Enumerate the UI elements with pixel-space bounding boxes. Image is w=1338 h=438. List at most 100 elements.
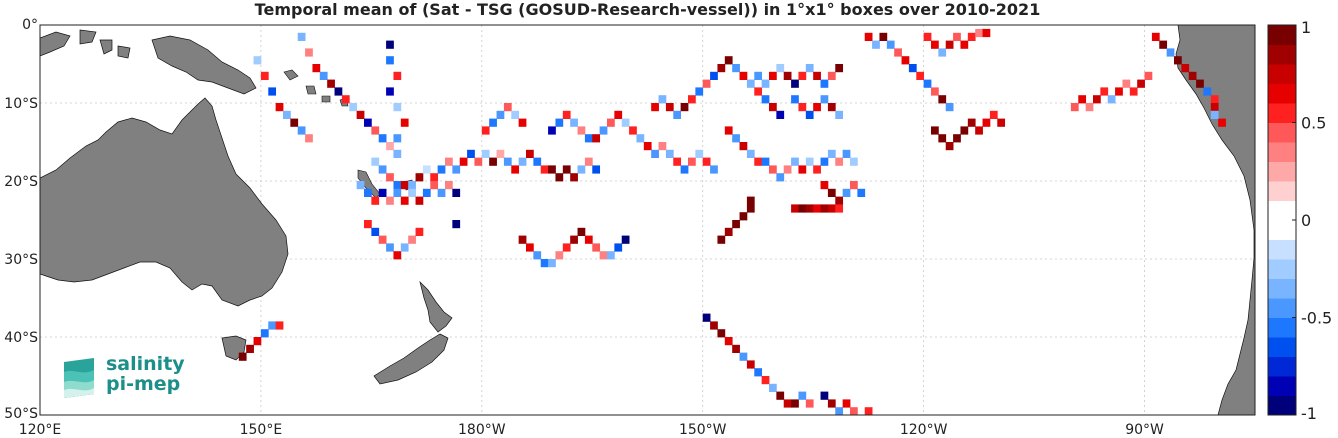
data-cell [769, 383, 777, 392]
data-cell [238, 352, 247, 361]
data-cell [378, 165, 387, 174]
data-cell [341, 95, 350, 104]
data-cell [467, 149, 475, 158]
data-cell [1144, 71, 1153, 80]
data-cell [408, 181, 416, 190]
data-cell [805, 399, 814, 408]
data-cell [584, 157, 593, 166]
y-tick-label: 20°S [4, 174, 38, 190]
data-cell [820, 181, 829, 190]
data-cell [445, 181, 453, 190]
data-cell [967, 118, 976, 127]
data-cell [695, 149, 704, 158]
colorbar-segment [1268, 142, 1296, 162]
data-cell [739, 142, 748, 151]
data-cell [805, 204, 814, 213]
data-cell [835, 196, 844, 205]
data-cell [864, 407, 873, 415]
data-cell [614, 243, 623, 252]
data-cell [555, 173, 564, 182]
data-cell [555, 251, 564, 260]
data-cell [688, 157, 696, 166]
data-cell [629, 126, 637, 135]
data-cell [746, 360, 755, 369]
data-cell [305, 48, 313, 57]
data-cell [496, 110, 505, 119]
data-cell [393, 134, 402, 143]
data-cell [945, 103, 954, 112]
data-cell [680, 165, 689, 174]
data-cell [805, 64, 814, 73]
data-cell [702, 313, 711, 322]
data-cell [945, 142, 954, 151]
data-cell [931, 40, 939, 49]
data-cell [739, 212, 748, 221]
data-cell [717, 235, 726, 244]
data-cell [651, 103, 659, 112]
colorbar-segment [1268, 200, 1296, 221]
colorbar-segment [1268, 239, 1296, 260]
data-cell [857, 188, 866, 197]
data-cell [430, 173, 439, 182]
data-cell [673, 110, 682, 119]
data-cell [1203, 87, 1212, 96]
data-cell [481, 126, 490, 135]
data-cell [526, 149, 534, 158]
data-cell [1078, 95, 1087, 104]
data-cell [798, 71, 807, 80]
data-cell [577, 227, 586, 236]
x-tick-label: 120°E [19, 422, 62, 438]
data-cell [938, 95, 947, 104]
data-cell [1174, 56, 1182, 65]
data-cell [378, 134, 387, 143]
data-cell [356, 181, 365, 190]
data-cell [526, 243, 534, 252]
data-cell [562, 243, 571, 252]
data-cell [371, 196, 380, 205]
data-cell [931, 126, 939, 135]
data-cell [437, 165, 446, 174]
data-cell [570, 173, 578, 182]
data-cell [842, 399, 851, 408]
data-cell [548, 126, 556, 135]
data-cell [592, 243, 601, 252]
data-cell [1115, 87, 1123, 96]
data-cell [746, 204, 755, 213]
data-cell [945, 40, 954, 49]
data-cell [562, 165, 571, 174]
data-cell [386, 173, 394, 182]
data-cell [776, 173, 785, 182]
data-cell [1070, 103, 1079, 112]
data-cell [334, 87, 343, 96]
data-cell [570, 235, 578, 244]
data-cell [776, 391, 785, 400]
data-cell [503, 157, 512, 166]
data-cell [400, 118, 409, 127]
data-cell [710, 71, 718, 80]
data-cell [1137, 79, 1145, 88]
data-cell [415, 196, 424, 205]
data-cell [496, 149, 505, 158]
x-tick-label: 90°W [1125, 422, 1164, 438]
data-cell [835, 204, 844, 213]
colorbar-segment [1268, 122, 1296, 143]
data-cell [658, 142, 667, 151]
data-cell [364, 220, 372, 229]
data-cell [356, 110, 365, 119]
data-cell [503, 103, 512, 112]
data-cell [422, 165, 431, 174]
data-cell [275, 103, 284, 112]
data-cell [702, 79, 711, 88]
data-cell [702, 157, 711, 166]
data-cell [290, 118, 299, 127]
data-cell [305, 134, 313, 143]
x-axis-ticks: 120°E 150°E 180°W 150°W 120°W 90°W [19, 422, 1164, 438]
data-cell [960, 126, 969, 135]
data-cell [754, 157, 763, 166]
data-cell [555, 118, 564, 127]
data-cell [452, 165, 461, 174]
data-cell [371, 157, 380, 166]
data-cell [364, 188, 372, 197]
data-cell [548, 259, 556, 268]
data-cell [1196, 79, 1204, 88]
